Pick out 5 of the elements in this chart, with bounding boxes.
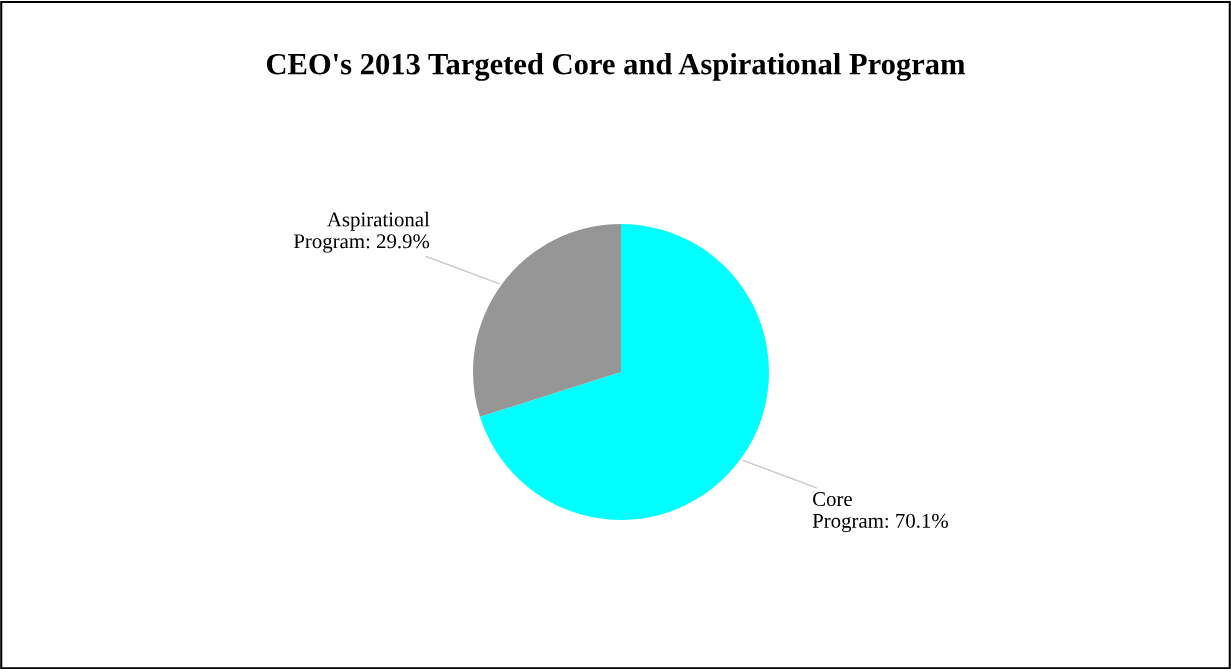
pie-slice bbox=[479, 224, 769, 520]
chart-title: CEO's 2013 Targeted Core and Aspirational Program bbox=[266, 52, 965, 81]
slice-label: Core Program: 70.1% bbox=[812, 492, 948, 533]
pie-slice bbox=[473, 224, 621, 417]
slice-label: Aspirational Program: 29.9% bbox=[293, 211, 430, 253]
